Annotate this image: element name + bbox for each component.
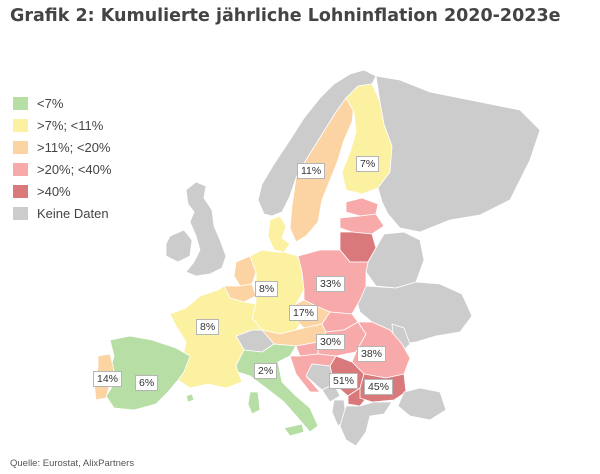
value-label-serbia: 51% (329, 373, 359, 389)
legend-item: Keine Daten (13, 202, 111, 224)
legend-swatch (13, 118, 28, 132)
value-label-sweden: 11% (297, 163, 326, 179)
country-denmark (267, 215, 291, 253)
legend-item: >40% (13, 180, 111, 202)
value-label-italy: 2% (254, 363, 278, 379)
country-uk (185, 181, 227, 277)
legend-item: <7% (13, 92, 111, 114)
legend-label: >20%; <40% (37, 161, 112, 177)
value-label-germany: 8% (255, 281, 279, 297)
legend-label: Keine Daten (37, 205, 109, 221)
legend-swatch (13, 140, 28, 154)
chart-title: Grafik 2: Kumulierte jährliche Lohninfla… (10, 6, 561, 26)
value-label-czechia: 17% (289, 305, 319, 321)
value-label-hungary: 30% (316, 334, 346, 350)
country-turkey (397, 387, 447, 421)
country-ukraine (355, 281, 473, 345)
legend-swatch (13, 162, 28, 176)
legend-label: >40% (37, 183, 71, 199)
value-label-finland: 7% (356, 156, 380, 172)
value-label-portugal: 14% (93, 371, 123, 387)
value-label-poland: 33% (316, 276, 346, 292)
value-label-bulgaria: 45% (364, 379, 394, 395)
country-sardinia (247, 391, 261, 415)
legend-swatch (13, 206, 28, 220)
country-sicily (283, 423, 305, 437)
legend-swatch (13, 184, 28, 198)
country-latvia (339, 213, 385, 235)
value-label-france: 8% (196, 319, 220, 335)
legend-item: >11%; <20% (13, 136, 111, 158)
legend-item: >7%; <11% (13, 114, 111, 136)
value-label-spain: 6% (135, 375, 159, 391)
value-label-romania: 38% (357, 346, 387, 362)
legend: <7% >7%; <11% >11%; <20% >20%; <40% >40%… (13, 92, 111, 224)
country-russia (375, 75, 541, 233)
legend-swatch (13, 96, 28, 110)
legend-item: >20%; <40% (13, 158, 111, 180)
country-estonia (345, 197, 379, 217)
legend-label: >11%; <20% (37, 139, 111, 155)
country-greece (339, 401, 393, 447)
legend-label: <7% (37, 95, 64, 111)
country-balearic (185, 393, 195, 403)
legend-label: >7%; <11% (37, 117, 104, 133)
source-note: Quelle: Eurostat, AlixPartners (10, 458, 135, 469)
country-ireland (165, 229, 193, 263)
country-belarus (365, 231, 425, 289)
